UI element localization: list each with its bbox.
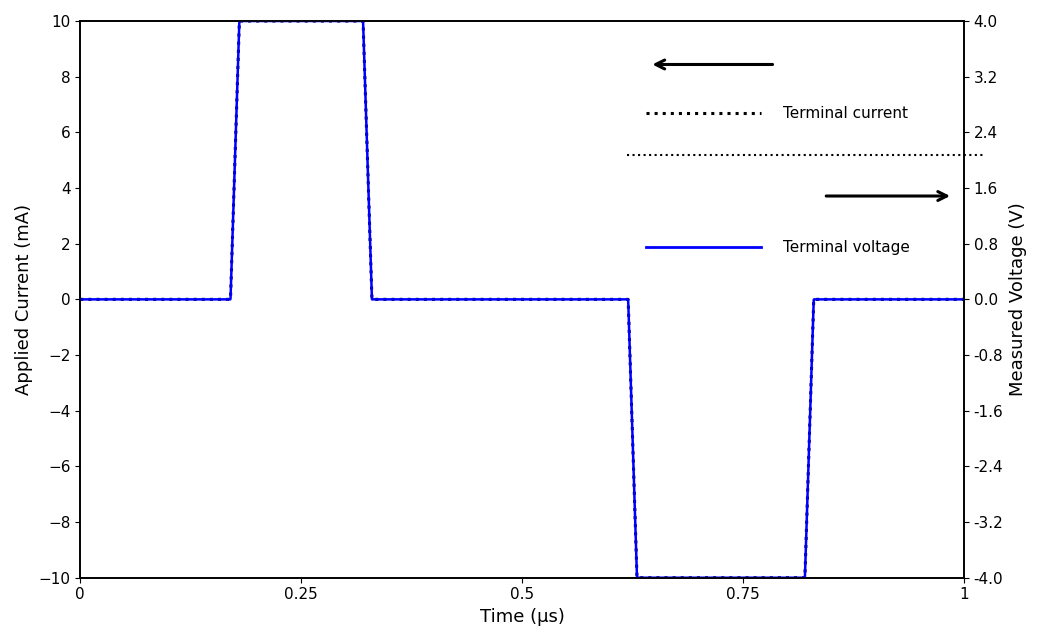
X-axis label: Time (μs): Time (μs) xyxy=(479,608,565,626)
Y-axis label: Applied Current (mA): Applied Current (mA) xyxy=(15,204,33,395)
Text: Terminal voltage: Terminal voltage xyxy=(783,240,910,254)
Y-axis label: Measured Voltage (V): Measured Voltage (V) xyxy=(1009,203,1027,396)
Text: Terminal current: Terminal current xyxy=(783,106,908,121)
